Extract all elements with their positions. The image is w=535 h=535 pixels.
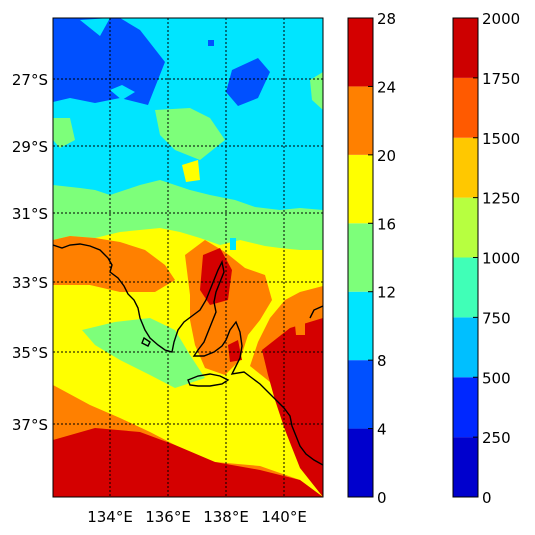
- colorbar-segment: [348, 360, 373, 429]
- colorbar-segment: [453, 197, 478, 258]
- contour-patch-cyan-2: [80, 18, 110, 36]
- contour-patch-green-3: [310, 72, 323, 110]
- colorbar-segment: [348, 86, 373, 155]
- colorbar-tick-label: 16: [377, 215, 396, 233]
- lat-tick-label: 37°S: [12, 416, 48, 434]
- colorbar-tick-label: 1750: [482, 70, 520, 88]
- lat-tick-label: 27°S: [12, 71, 48, 89]
- colorbar-tick-label: 0: [377, 489, 387, 507]
- colorbar-segment: [453, 77, 478, 138]
- contour-band-blue: [53, 18, 165, 105]
- colorbar-tick-label: 8: [377, 352, 387, 370]
- colorbar-segment: [348, 223, 373, 292]
- map-frame: [52, 17, 324, 498]
- lat-tick-label: 33°S: [12, 274, 48, 292]
- contour-map: [53, 18, 323, 497]
- graticule: [53, 18, 323, 497]
- lon-tick-label: 140°E: [261, 508, 307, 526]
- lat-tick-label: 29°S: [12, 138, 48, 156]
- colorbar-segment: [453, 437, 478, 497]
- colorbar-tick-label: 24: [377, 78, 396, 96]
- contour-peak-red-2: [228, 340, 242, 362]
- colorbar-tick-label: 1250: [482, 190, 520, 208]
- contour-patch-cyan: [110, 85, 135, 100]
- contour-patch-green-4: [82, 318, 205, 388]
- coastline: [53, 243, 323, 466]
- lat-tick-label: 31°S: [12, 205, 48, 223]
- colorbar-right: 0 250 500 750 1000 1250 1500 1750 2000: [452, 10, 520, 507]
- contour-patch-green: [53, 118, 75, 148]
- contour-band-red-south: [53, 428, 323, 497]
- colorbar-tick-label: 20: [377, 147, 396, 165]
- lon-tick-labels: 134°E 136°E 138°E 140°E: [87, 508, 307, 526]
- contour-band-red-east: [262, 318, 323, 497]
- colorbar-segment: [453, 317, 478, 378]
- colorbar-segment: [348, 428, 373, 497]
- colorbar-tick-label: 4: [377, 421, 387, 439]
- contour-patch-cyan-3: [230, 238, 236, 250]
- coastline-kangaroo-island: [187, 373, 230, 387]
- contour-patch-yellow: [182, 160, 200, 182]
- lon-tick-label: 134°E: [87, 508, 133, 526]
- colorbar-segment: [453, 257, 478, 318]
- colorbar-tick-label: 0: [482, 489, 492, 507]
- colorbar-segment: [453, 18, 478, 78]
- colorbar-tick-label: 12: [377, 284, 396, 302]
- contour-band-orange-west: [53, 236, 175, 292]
- colorbar-frame: [347, 17, 374, 498]
- coastline-coast-detail: [141, 336, 151, 347]
- coastline-east: [309, 305, 323, 319]
- colorbar-tick-label: 28: [377, 10, 396, 28]
- colorbar-tick-label: 1000: [482, 250, 520, 268]
- colorbar-tick-label: 2000: [482, 10, 520, 28]
- lon-tick-label: 136°E: [145, 508, 191, 526]
- coastline-mainland: [53, 243, 323, 466]
- colorbar-tick-label: 750: [482, 309, 511, 327]
- colorbar-tick-label: 250: [482, 429, 511, 447]
- contour-band-blue-2: [226, 58, 270, 106]
- colorbar-segment: [453, 137, 478, 198]
- contour-patch-blue-dot: [208, 40, 214, 46]
- colorbar-left: 0 4 8 12 16 20 24 28: [347, 10, 396, 507]
- lon-tick-label: 138°E: [203, 508, 249, 526]
- colorbar-tick-label: 500: [482, 369, 511, 387]
- colorbar-segment: [453, 377, 478, 438]
- colorbar-tick-label: 1500: [482, 130, 520, 148]
- colorbar-segment: [348, 154, 373, 224]
- colorbar-segment: [348, 291, 373, 361]
- contour-patch-orange: [295, 318, 305, 335]
- lat-tick-label: 35°S: [12, 344, 48, 362]
- colorbar-segment: [348, 18, 373, 87]
- contour-patch-green-2: [155, 108, 225, 160]
- lat-tick-labels: 27°S 29°S 31°S 33°S 35°S 37°S: [12, 71, 48, 434]
